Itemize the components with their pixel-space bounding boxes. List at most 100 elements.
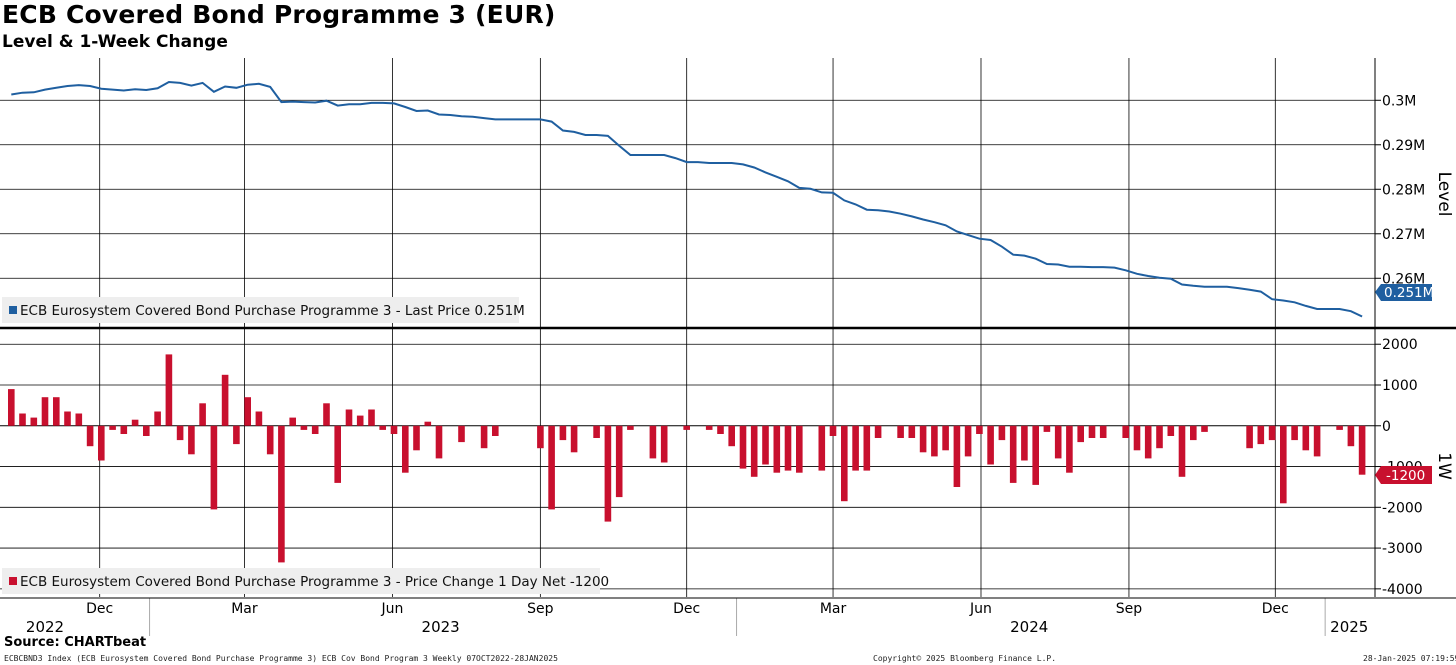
- change-bar: [109, 425, 116, 430]
- change-bar: [897, 425, 904, 438]
- change-bar: [931, 425, 938, 457]
- change-bar: [1009, 425, 1017, 483]
- top-legend: ECB Eurosystem Covered Bond Purchase Pro…: [2, 297, 525, 323]
- change-bar: [908, 425, 916, 438]
- change-bar: [739, 425, 747, 469]
- change-bar: [86, 425, 94, 447]
- change-bar: [1257, 425, 1265, 445]
- change-bar: [176, 425, 184, 441]
- x-tick-label-month: Mar: [231, 601, 258, 617]
- bottom-legend-text: ECB Eurosystem Covered Bond Purchase Pro…: [20, 574, 609, 590]
- change-bar: [593, 425, 600, 438]
- x-tick-label-month: Sep: [1116, 601, 1143, 617]
- change-bar: [8, 389, 15, 426]
- change-bar: [289, 417, 296, 426]
- change-bar: [334, 425, 341, 483]
- source-note: Source: CHARTbeat: [4, 635, 147, 650]
- change-bar: [244, 397, 251, 426]
- change-bar: [1178, 425, 1186, 477]
- change-bar: [1246, 425, 1253, 449]
- change-bar: [435, 425, 443, 459]
- top-legend-box: [2, 297, 519, 323]
- bottom-y-tick-label: 2000: [1382, 337, 1418, 353]
- change-bar: [300, 425, 308, 430]
- change-bar: [942, 425, 949, 451]
- change-bar: [188, 425, 195, 455]
- change-bar: [323, 403, 330, 426]
- last-level-marker-bg: [1375, 284, 1432, 301]
- x-tick-label-year: 2025: [1330, 618, 1368, 636]
- top-y-axis-label: Level: [1434, 172, 1454, 217]
- change-bar: [165, 354, 173, 426]
- change-bar: [762, 425, 769, 465]
- change-bar: [120, 425, 128, 434]
- change-bar: [1032, 425, 1039, 485]
- footer-timestamp: 28-Jan-2025 07:19:59: [1363, 654, 1456, 663]
- change-bar: [1054, 425, 1062, 459]
- change-bar: [1043, 425, 1051, 432]
- change-bar: [154, 411, 161, 426]
- bottom-y-axis-label: 1W: [1434, 452, 1454, 480]
- x-tick-label-month: Sep: [527, 601, 554, 617]
- top-y-tick-label: 0.27M: [1382, 227, 1425, 243]
- change-bar: [379, 425, 386, 430]
- chart-title: ECB Covered Bond Programme 3 (EUR): [2, 0, 556, 29]
- bottom-y-tick-label: -4000: [1382, 582, 1423, 598]
- top-y-tick-label: 0.3M: [1382, 93, 1416, 109]
- change-bar: [570, 425, 578, 453]
- change-bar: [19, 413, 26, 426]
- x-tick-label-month: Dec: [673, 601, 700, 617]
- change-bar: [863, 425, 871, 471]
- change-bar: [987, 425, 994, 465]
- change-bar: [615, 425, 623, 498]
- change-bar: [311, 425, 319, 434]
- last-change-value: -1200: [1386, 468, 1425, 484]
- change-bar: [683, 425, 690, 430]
- change-bar: [976, 425, 983, 434]
- change-bar: [131, 419, 139, 426]
- change-bar: [1133, 425, 1141, 451]
- change-bar: [345, 409, 353, 426]
- change-bar: [1066, 425, 1073, 473]
- change-bar: [233, 425, 240, 445]
- change-bar: [98, 425, 105, 461]
- change-bar: [1099, 425, 1107, 438]
- change-bar: [1156, 425, 1163, 449]
- change-bar: [784, 425, 792, 471]
- change-bar: [480, 425, 488, 449]
- change-bar: [278, 425, 285, 563]
- change-bar: [199, 403, 206, 426]
- top-y-tick-label: 0.26M: [1382, 271, 1425, 287]
- change-bar: [492, 425, 499, 436]
- last-level-marker: 0.251M: [1375, 284, 1434, 301]
- top-legend-swatch: [9, 306, 17, 314]
- change-bar: [919, 425, 927, 453]
- bottom-y-tick-label: 1000: [1382, 378, 1418, 394]
- change-bars: [8, 354, 1366, 563]
- change-bar: [402, 425, 409, 473]
- footer-copyright: Copyright© 2025 Bloomberg Finance L.P.: [873, 654, 1057, 663]
- change-bar: [750, 425, 758, 477]
- change-bar: [537, 425, 544, 449]
- bottom-y-tick-label: 0: [1382, 419, 1391, 435]
- change-bar: [458, 425, 465, 443]
- x-tick-label-year: 2023: [422, 618, 460, 636]
- change-bar: [649, 425, 657, 459]
- x-tick-label-year: 2022: [26, 618, 64, 636]
- change-bar: [356, 415, 364, 426]
- change-bar: [1291, 425, 1298, 441]
- change-bar: [1077, 425, 1084, 443]
- change-bar: [1088, 425, 1096, 438]
- change-bar: [210, 425, 218, 510]
- bottom-y-tick-label: -3000: [1382, 541, 1423, 557]
- change-bar: [255, 411, 263, 426]
- change-bar: [818, 425, 826, 471]
- change-bar: [368, 409, 375, 426]
- change-bar: [143, 425, 150, 436]
- change-bar: [424, 421, 432, 426]
- change-bar: [604, 425, 612, 522]
- last-level-value: 0.251M: [1384, 285, 1434, 301]
- x-tick-label-month: Mar: [820, 601, 847, 617]
- change-bar: [1144, 425, 1152, 459]
